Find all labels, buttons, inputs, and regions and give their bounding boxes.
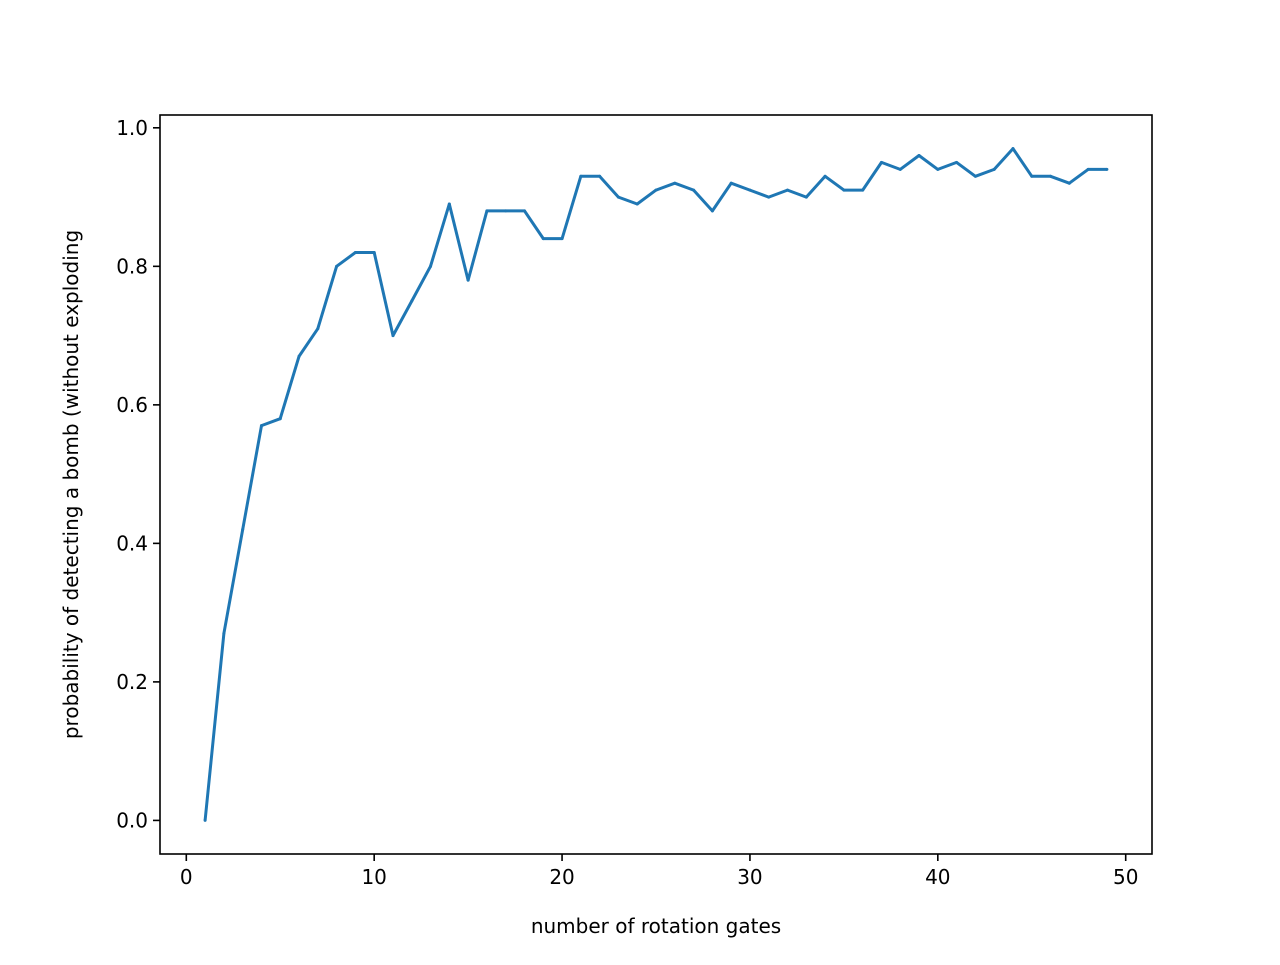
data-point — [579, 174, 583, 178]
data-point — [278, 417, 282, 421]
data-point — [842, 188, 846, 192]
y-axis-label: probability of detecting a bomb (without… — [59, 230, 83, 739]
data-point — [1067, 181, 1071, 185]
y-tick-label: 0.2 — [116, 670, 148, 694]
data-point — [879, 160, 883, 164]
series-layer — [203, 147, 1109, 822]
x-tick-label: 10 — [361, 865, 386, 889]
data-point — [635, 202, 639, 206]
x-tick-label: 20 — [549, 865, 574, 889]
data-point — [466, 278, 470, 282]
data-point — [710, 209, 714, 213]
plot-area-frame — [159, 114, 1153, 855]
data-point — [504, 209, 508, 213]
data-point — [673, 181, 677, 185]
data-point — [767, 195, 771, 199]
data-point — [1049, 174, 1053, 178]
data-point — [786, 188, 790, 192]
ticks-layer: 0 10 20 30 40 50 0.0 0.2 0.4 0.6 0.8 1.0 — [116, 116, 1138, 889]
data-point — [353, 250, 357, 254]
x-tick-label: 40 — [925, 865, 950, 889]
data-point — [1011, 147, 1015, 151]
y-tick-label: 0.4 — [116, 531, 148, 555]
data-point — [203, 818, 207, 822]
data-point — [1105, 167, 1109, 171]
data-point — [541, 237, 545, 241]
y-tick-label: 0.0 — [116, 808, 148, 832]
data-point — [861, 188, 865, 192]
x-tick-label: 0 — [180, 865, 193, 889]
data-point — [410, 299, 414, 303]
data-point — [955, 160, 959, 164]
data-point — [729, 181, 733, 185]
data-point — [372, 250, 376, 254]
data-point — [522, 209, 526, 213]
data-point — [560, 237, 564, 241]
data-point — [748, 188, 752, 192]
y-tick-label: 0.6 — [116, 393, 148, 417]
data-point — [654, 188, 658, 192]
data-point — [917, 154, 921, 158]
data-point — [898, 167, 902, 171]
data-point — [297, 354, 301, 358]
data-point — [973, 174, 977, 178]
data-point — [259, 424, 263, 428]
data-point — [936, 167, 940, 171]
data-point — [485, 209, 489, 213]
data-point — [598, 174, 602, 178]
y-tick-label: 0.8 — [116, 254, 148, 278]
data-point — [692, 188, 696, 192]
data-point — [804, 195, 808, 199]
data-point — [447, 202, 451, 206]
data-point — [335, 264, 339, 268]
data-point — [1086, 167, 1090, 171]
data-point — [241, 528, 245, 532]
data-point — [1030, 174, 1034, 178]
data-point — [823, 174, 827, 178]
data-point — [222, 631, 226, 635]
data-point — [391, 334, 395, 338]
data-point — [429, 264, 433, 268]
data-point — [992, 167, 996, 171]
data-point — [316, 327, 320, 331]
x-tick-label: 50 — [1113, 865, 1138, 889]
data-point — [616, 195, 620, 199]
x-tick-label: 30 — [737, 865, 762, 889]
y-tick-label: 1.0 — [116, 116, 148, 140]
x-axis-label: number of rotation gates — [531, 914, 781, 938]
